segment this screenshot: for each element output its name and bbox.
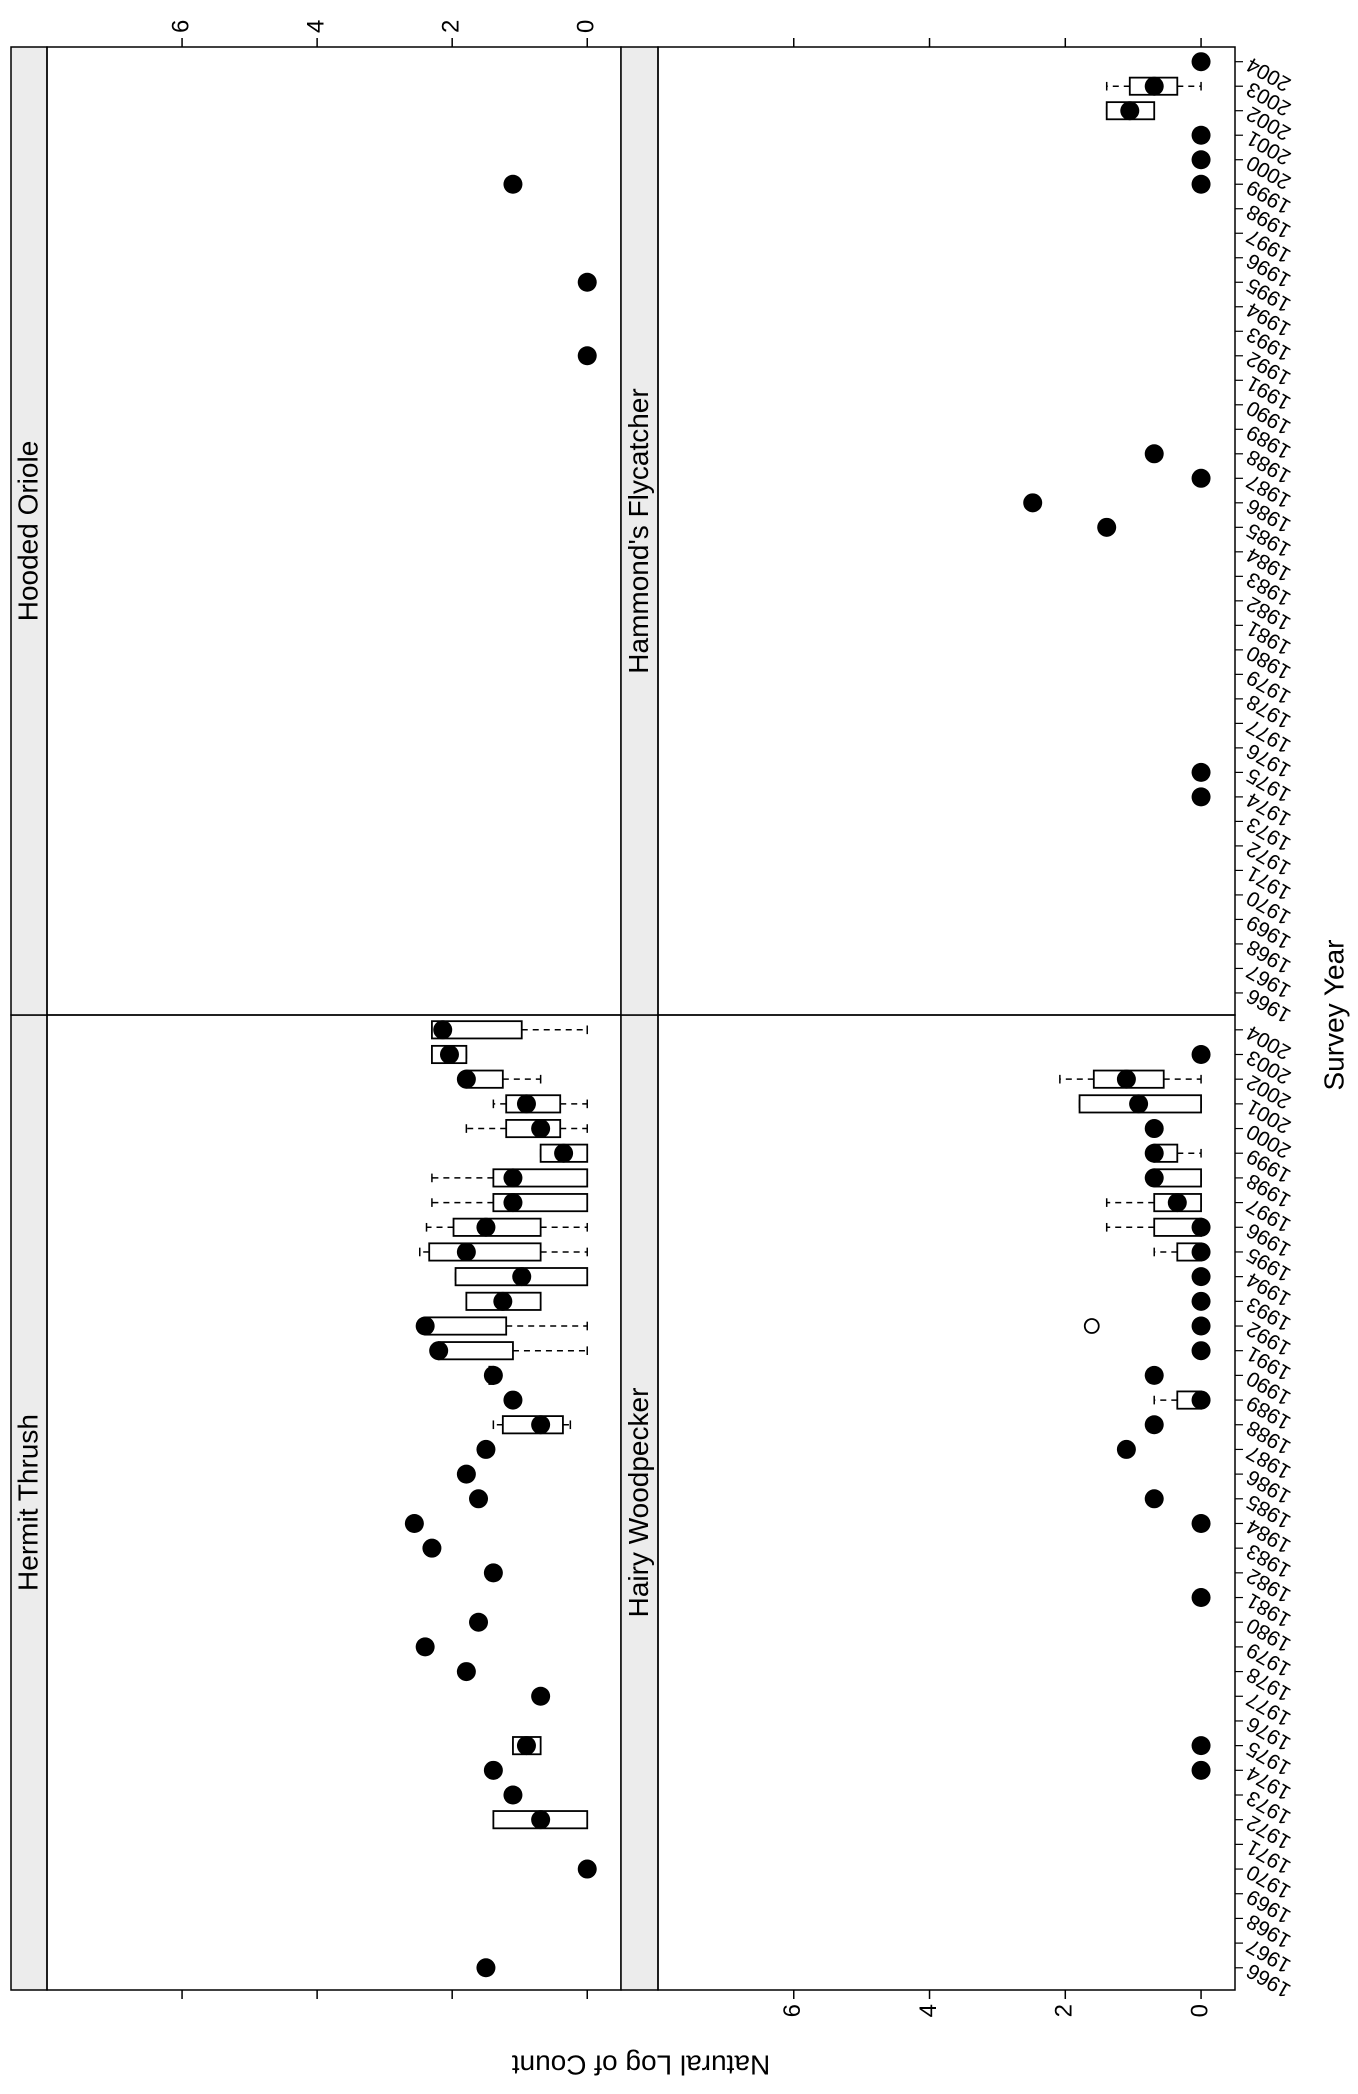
median-dot: [483, 1760, 503, 1780]
strip-title: Hairy Woodpecker: [623, 1388, 654, 1618]
median-dot: [503, 1193, 523, 1213]
median-dot: [1097, 517, 1117, 537]
median-dot: [476, 1958, 496, 1978]
median-dot: [503, 1168, 523, 1188]
median-dot: [404, 1513, 424, 1533]
median-dot: [1144, 76, 1164, 96]
median-dot: [503, 174, 523, 194]
panel: Hairy Woodpecker024619661967196819691970…: [620, 1014, 1295, 2017]
median-dot: [415, 1637, 435, 1657]
median-dot: [1191, 1316, 1211, 1336]
median-dot: [1023, 493, 1043, 513]
median-dot: [1191, 1588, 1211, 1608]
median-dot: [1144, 1415, 1164, 1435]
median-dot: [1191, 1760, 1211, 1780]
median-dot: [469, 1612, 489, 1632]
median-dot: [1191, 150, 1211, 170]
median-dot: [1191, 1513, 1211, 1533]
median-dot: [531, 1810, 551, 1830]
median-dot: [1191, 1044, 1211, 1064]
x-axis-label: Survey Year: [1318, 940, 1349, 1091]
median-dot: [422, 1538, 442, 1558]
median-dot: [476, 1439, 496, 1459]
median-dot: [456, 1242, 476, 1262]
median-dot: [433, 1020, 453, 1040]
median-dot: [476, 1217, 496, 1237]
median-dot: [493, 1291, 513, 1311]
median-dot: [1191, 468, 1211, 488]
median-dot: [1191, 1242, 1211, 1262]
median-dot: [1191, 1217, 1211, 1237]
median-dot: [456, 1464, 476, 1484]
median-dot: [429, 1341, 449, 1361]
median-dot: [1167, 1193, 1187, 1213]
median-dot: [1144, 444, 1164, 464]
median-dot: [1116, 1069, 1136, 1089]
median-dot: [1144, 1365, 1164, 1385]
y-tick-label: 4: [915, 2004, 942, 2017]
panel: Hooded Oriole 0 2 4 6: [10, 20, 622, 1016]
median-dot: [456, 1662, 476, 1682]
median-dot: [531, 1415, 551, 1435]
rotated-plot: Natural Log of Count Survey Year Hermit …: [10, 20, 1349, 2081]
median-dot: [483, 1563, 503, 1583]
y-tick-label: 2: [1051, 2004, 1078, 2017]
median-dot: [1144, 1168, 1164, 1188]
median-dot: [1120, 101, 1140, 121]
median-dot: [577, 272, 597, 292]
median-dot: [1191, 52, 1211, 72]
median-dot: [1191, 1291, 1211, 1311]
y-tick-label: 6: [779, 2004, 806, 2017]
median-dot: [1191, 125, 1211, 145]
median-dot: [1191, 1736, 1211, 1756]
box: [452, 1217, 542, 1237]
strip-title: Hermit Thrush: [12, 1414, 43, 1591]
median-dot: [456, 1069, 476, 1089]
median-dot: [1116, 1439, 1136, 1459]
y-axis-label: Natural Log of Count: [512, 2050, 771, 2081]
median-dot: [1144, 1119, 1164, 1139]
median-dot: [516, 1094, 536, 1114]
y-tick-label: 2: [438, 20, 465, 33]
box: [428, 1242, 542, 1262]
median-dot: [516, 1736, 536, 1756]
y-tick-label: 6: [167, 20, 194, 33]
median-dot: [531, 1119, 551, 1139]
median-dot: [1191, 174, 1211, 194]
median-dot: [1144, 1143, 1164, 1163]
median-dot: [1191, 787, 1211, 807]
median-dot: [1144, 1489, 1164, 1509]
median-dot: [439, 1044, 459, 1064]
median-dot: [554, 1143, 574, 1163]
median-dot: [483, 1365, 503, 1385]
strip-title: Hooded Oriole: [12, 441, 43, 622]
median-dot: [512, 1267, 532, 1287]
median-dot: [1191, 1341, 1211, 1361]
median-dot: [577, 1859, 597, 1879]
median-dot: [1191, 1390, 1211, 1410]
box: [431, 1020, 523, 1040]
y-tick-label: 0: [1186, 2004, 1213, 2017]
median-dot: [415, 1316, 435, 1336]
median-dot: [1129, 1094, 1149, 1114]
box: [424, 1316, 508, 1336]
panel-frame: [657, 46, 1236, 1016]
y-tick-label: 0: [573, 20, 600, 33]
median-dot: [531, 1686, 551, 1706]
median-dot: [503, 1785, 523, 1805]
median-dot: [1191, 1267, 1211, 1287]
box: [437, 1341, 514, 1361]
median-dot: [577, 346, 597, 366]
strip-title: Hammond's Flycatcher: [623, 388, 654, 673]
median-dot: [469, 1489, 489, 1509]
y-tick-label: 4: [302, 20, 329, 33]
median-dot: [1191, 762, 1211, 782]
panel: Hammond's Flycatcher19661967196819691970…: [620, 38, 1295, 1027]
outlier: [1083, 1318, 1100, 1334]
median-dot: [503, 1390, 523, 1410]
